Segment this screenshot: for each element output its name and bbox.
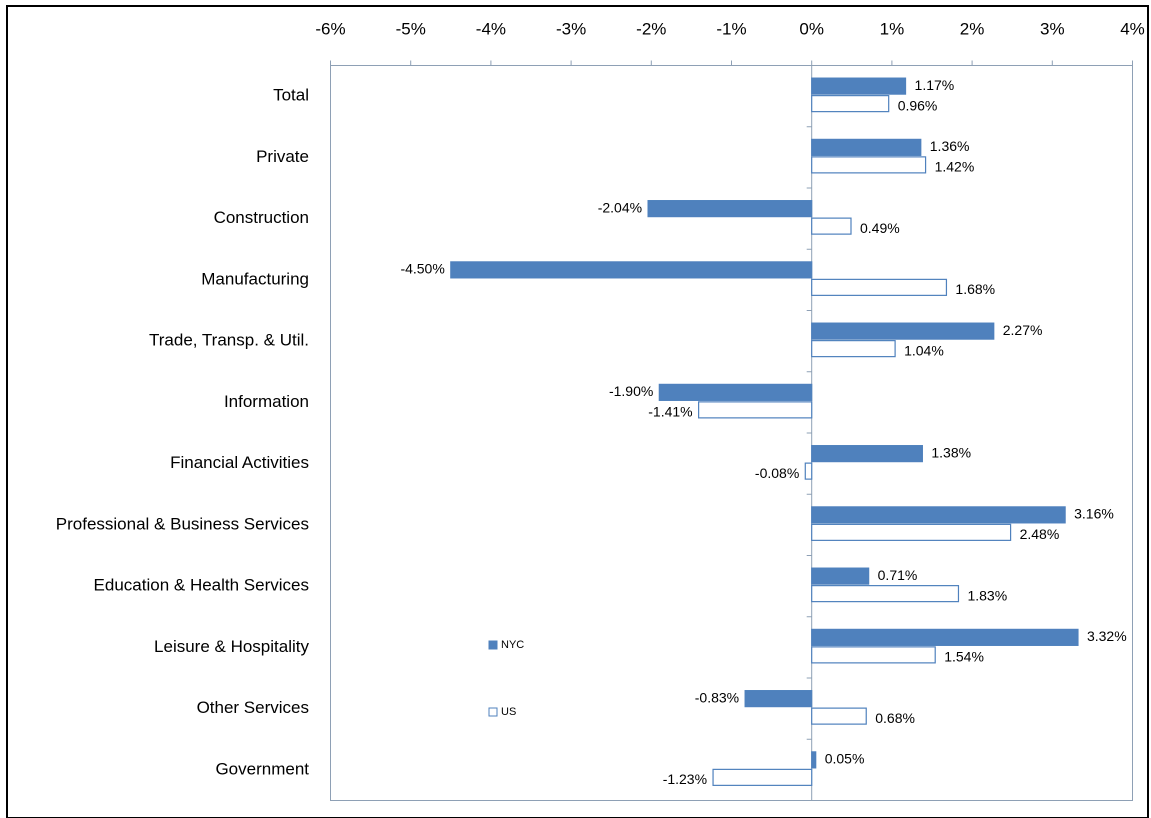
category-label: Manufacturing bbox=[201, 269, 309, 288]
bar bbox=[811, 567, 870, 585]
x-tick-label: 2% bbox=[960, 19, 985, 38]
category-label: Education & Health Services bbox=[94, 576, 309, 595]
value-label: 0.96% bbox=[898, 97, 938, 113]
value-label: 1.42% bbox=[935, 159, 975, 175]
category-label: Private bbox=[256, 147, 309, 166]
bar bbox=[811, 278, 948, 296]
value-label: -2.04% bbox=[598, 199, 642, 215]
value-label: -1.90% bbox=[609, 383, 653, 399]
category-label: Professional & Business Services bbox=[56, 514, 309, 533]
legend-label: US bbox=[501, 706, 516, 718]
x-tick-label: -2% bbox=[636, 19, 666, 38]
bar bbox=[811, 628, 1079, 646]
category-label: Government bbox=[215, 759, 309, 778]
value-label: 1.04% bbox=[904, 342, 944, 358]
value-label: 0.71% bbox=[878, 567, 918, 583]
value-label: 1.68% bbox=[955, 281, 995, 297]
bar bbox=[658, 383, 813, 401]
value-label: 2.27% bbox=[1003, 322, 1043, 338]
value-label: 0.68% bbox=[875, 710, 915, 726]
value-label: -1.41% bbox=[648, 404, 692, 420]
value-label: 1.38% bbox=[931, 444, 971, 460]
bar bbox=[698, 401, 813, 419]
category-label: Total bbox=[273, 86, 309, 105]
bar bbox=[450, 261, 813, 279]
value-label: -1.23% bbox=[663, 771, 707, 787]
bar bbox=[647, 200, 813, 218]
x-tick-label: 1% bbox=[880, 19, 905, 38]
bar bbox=[811, 95, 890, 113]
x-tick-label: -4% bbox=[476, 19, 506, 38]
x-tick-label: 3% bbox=[1040, 19, 1065, 38]
bar bbox=[804, 462, 813, 480]
value-label: -4.50% bbox=[400, 261, 444, 277]
legend-swatch bbox=[488, 707, 498, 717]
x-tick-label: 4% bbox=[1120, 19, 1145, 38]
value-label: 0.49% bbox=[860, 220, 900, 236]
x-tick-label: 0% bbox=[799, 19, 824, 38]
legend-label: NYC bbox=[501, 639, 524, 651]
bar bbox=[811, 646, 936, 664]
x-tick-label: -1% bbox=[716, 19, 746, 38]
value-label: 1.54% bbox=[944, 649, 984, 665]
value-label: 1.83% bbox=[967, 587, 1007, 603]
value-label: 1.17% bbox=[915, 77, 955, 93]
bar bbox=[811, 138, 922, 156]
bar bbox=[811, 751, 817, 769]
value-label: -0.83% bbox=[695, 689, 739, 705]
x-tick-label: -5% bbox=[396, 19, 426, 38]
bar bbox=[811, 523, 1012, 541]
bar bbox=[811, 585, 960, 603]
category-label: Construction bbox=[214, 208, 309, 227]
x-tick-label: -6% bbox=[315, 19, 345, 38]
bar bbox=[744, 690, 813, 708]
bar bbox=[811, 217, 852, 235]
x-tick-label: -3% bbox=[556, 19, 586, 38]
frame bbox=[6, 5, 1149, 818]
value-label: 0.05% bbox=[825, 751, 865, 767]
bar bbox=[811, 340, 896, 358]
bar bbox=[811, 506, 1066, 524]
value-label: 2.48% bbox=[1020, 526, 1060, 542]
legend-swatch bbox=[488, 640, 498, 650]
category-label: Leisure & Hospitality bbox=[154, 637, 309, 656]
bar bbox=[712, 768, 813, 786]
bar bbox=[811, 445, 923, 463]
bar bbox=[811, 156, 927, 174]
value-label: 3.16% bbox=[1074, 506, 1114, 522]
bar bbox=[811, 77, 907, 95]
bar bbox=[811, 322, 995, 340]
value-label: 1.36% bbox=[930, 138, 970, 154]
category-label: Other Services bbox=[197, 698, 309, 717]
category-label: Trade, Transp. & Util. bbox=[149, 331, 309, 350]
category-label: Information bbox=[224, 392, 309, 411]
category-label: Financial Activities bbox=[170, 453, 309, 472]
bar bbox=[811, 707, 867, 725]
value-label: 3.32% bbox=[1087, 628, 1127, 644]
value-label: -0.08% bbox=[755, 465, 799, 481]
